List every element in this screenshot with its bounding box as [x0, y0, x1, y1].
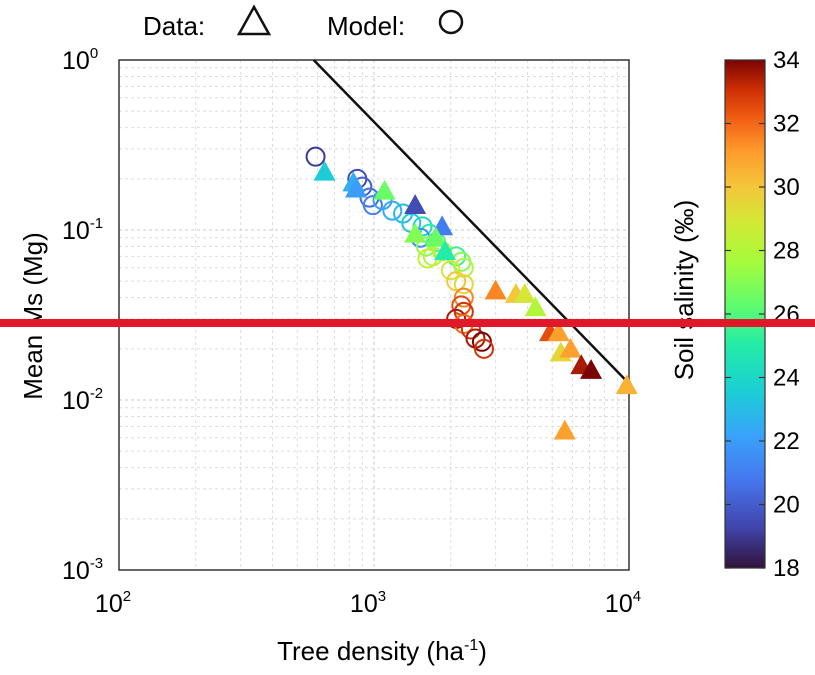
- x-axis-label-base: Tree density (ha: [277, 636, 464, 666]
- y-tick-label: 10-3: [62, 555, 103, 585]
- x-tick-labels: 102 103 104: [95, 588, 641, 618]
- model-point: [473, 338, 494, 359]
- legend-model-label: Model:: [327, 11, 405, 41]
- x-axis-label: Tree density (ha-1): [277, 636, 487, 666]
- data-point: [345, 177, 368, 198]
- data-point: [524, 296, 547, 317]
- plot-frame: [118, 59, 630, 571]
- circle-icon: [438, 9, 464, 35]
- colorbar-tick-label: 24: [773, 365, 800, 392]
- colorbar-tick-label: 30: [773, 174, 800, 201]
- colorbar-tick-label: 22: [773, 428, 800, 455]
- data-point: [404, 194, 427, 214]
- data-point: [484, 279, 507, 300]
- model-point: [453, 287, 474, 308]
- data-point: [580, 359, 603, 379]
- y-tick-label: 100: [62, 45, 98, 75]
- data-point: [513, 283, 536, 303]
- data-point: [615, 374, 638, 395]
- data-point: [404, 222, 427, 243]
- x-axis-label-close: ): [478, 636, 487, 666]
- colorbar-tick-label: 18: [773, 555, 800, 582]
- data-point: [373, 179, 396, 200]
- data-point: [424, 226, 447, 247]
- data-point: [434, 240, 457, 261]
- x-tick-label: 104: [605, 588, 641, 618]
- model-point: [440, 260, 461, 281]
- red-horizontal-line: [0, 319, 815, 327]
- data-point: [547, 321, 570, 342]
- triangle-icon: [236, 4, 272, 36]
- model-point: [362, 195, 383, 216]
- y-axis-label: Mean Ms (Mg): [18, 232, 48, 400]
- legend-data-label: Data:: [143, 11, 205, 41]
- data-point: [553, 419, 576, 440]
- model-point: [453, 274, 474, 295]
- x-tick-label: 102: [95, 588, 131, 618]
- colorbar-tick-label: 34: [773, 47, 800, 74]
- data-point: [559, 337, 582, 358]
- reference-line: [312, 59, 630, 385]
- model-point: [305, 146, 326, 167]
- data-points: [305, 146, 638, 440]
- colorbar-tick-label: 20: [773, 492, 800, 519]
- y-tick-label: 10-2: [62, 385, 103, 415]
- y-tick-label: 10-1: [62, 215, 103, 245]
- colorbar-tick-label: 32: [773, 111, 800, 138]
- colorbar-label: Soil salinity (‰): [669, 200, 699, 381]
- colorbar-tick-label: 28: [773, 238, 800, 265]
- x-axis-label-exponent: -1: [464, 637, 478, 654]
- model-point: [382, 200, 403, 221]
- y-tick-labels: 100 10-1 10-2 10-3: [62, 45, 103, 585]
- data-point: [313, 160, 336, 181]
- plot-area: [118, 59, 638, 571]
- grid-lines: [119, 60, 629, 570]
- colorbar: [724, 59, 766, 569]
- x-tick-label: 103: [350, 588, 386, 618]
